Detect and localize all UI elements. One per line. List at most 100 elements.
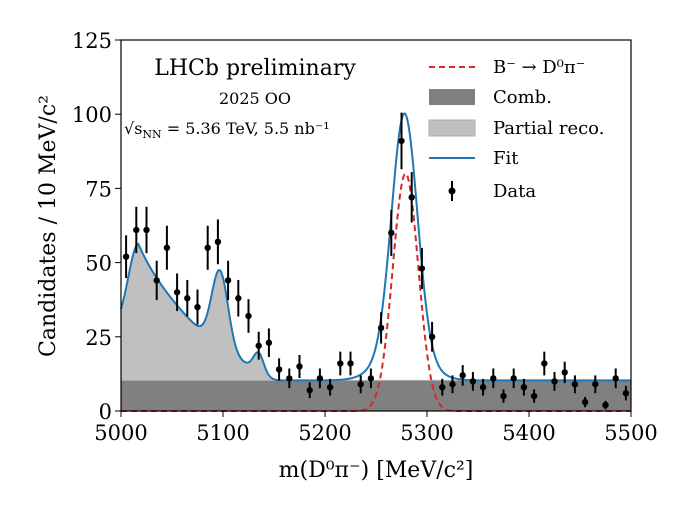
- energy-label: √sNN = 5.36 TeV, 5.5 nb⁻¹: [124, 119, 330, 141]
- data-point: [173, 273, 181, 312]
- y-tick-label: 100: [72, 103, 112, 127]
- data-point: [418, 247, 426, 290]
- energy-subscript: NN: [142, 128, 162, 141]
- data-marker: [510, 375, 517, 382]
- data-point: [326, 378, 334, 396]
- x-tick-label: 5500: [604, 421, 657, 445]
- data-point: [510, 368, 517, 389]
- data-marker: [561, 369, 568, 376]
- data-point: [184, 279, 191, 317]
- data-marker: [143, 226, 150, 234]
- data-point: [469, 371, 477, 391]
- data-marker: [306, 387, 313, 394]
- y-tick-label: 50: [85, 252, 112, 276]
- x-tick-label: 5100: [196, 421, 249, 445]
- data-marker: [418, 265, 426, 272]
- data-point: [286, 368, 293, 389]
- data-marker: [173, 289, 181, 296]
- legend-comb-swatch: [429, 89, 475, 105]
- data-marker: [367, 375, 375, 382]
- data-point: [571, 375, 579, 394]
- legend-fit-label: Fit: [493, 148, 519, 169]
- data-point: [428, 321, 436, 352]
- data-point: [306, 382, 313, 399]
- data-marker: [408, 194, 415, 201]
- data-marker: [122, 253, 130, 260]
- data-point: [204, 225, 211, 270]
- data-point: [541, 351, 548, 376]
- energy-sqrt-s: √s: [124, 119, 142, 138]
- data-point: [388, 209, 395, 256]
- x-tick-label: 5200: [298, 421, 351, 445]
- data-point: [377, 312, 385, 344]
- data-point: [163, 225, 171, 270]
- data-marker: [347, 360, 354, 367]
- data-marker: [520, 384, 528, 391]
- data-marker: [194, 303, 201, 311]
- x-tick-label: 5000: [94, 421, 147, 445]
- legend-partial-label: Partial reco.: [493, 118, 604, 139]
- data-point: [194, 289, 201, 325]
- fit-curve: [120, 112, 631, 382]
- data-point: [143, 206, 150, 254]
- x-axis-label: m(D⁰π⁻) [MeV/c²]: [279, 458, 474, 483]
- data-point: [622, 385, 630, 401]
- data-marker: [184, 295, 191, 302]
- data-point: [255, 331, 262, 360]
- data-marker: [153, 277, 160, 284]
- data-marker: [581, 398, 589, 406]
- partial-reco-area: [121, 243, 631, 381]
- y-tick-label: 125: [72, 29, 112, 53]
- data-marker: [388, 229, 395, 237]
- legend-data-marker: [448, 187, 456, 195]
- data-point: [357, 375, 364, 394]
- data-marker: [398, 137, 405, 145]
- data-point: [581, 396, 589, 408]
- data-marker: [133, 226, 140, 234]
- data-marker: [296, 363, 303, 370]
- data-point: [500, 389, 507, 403]
- y-tick-label: 0: [99, 400, 112, 424]
- data-marker: [449, 381, 456, 388]
- legend: B⁻ → D⁰π⁻ Comb. Partial reco. Fit Data: [428, 57, 604, 202]
- data-marker: [459, 372, 466, 379]
- legend-data-label: Data: [493, 181, 536, 202]
- data-marker: [337, 360, 344, 367]
- dataset-label: 2025 OO: [219, 89, 291, 108]
- experiment-label: LHCb preliminary: [154, 56, 356, 81]
- data-point: [612, 368, 619, 389]
- data-marker: [214, 238, 222, 246]
- data-marker: [571, 381, 579, 388]
- data-point: [602, 400, 609, 410]
- y-axis-label: Candidates / 10 MeV/c²: [36, 95, 61, 357]
- data-marker: [530, 392, 538, 400]
- data-point: [551, 371, 558, 391]
- plot-area: [120, 112, 631, 412]
- data-marker: [326, 384, 334, 391]
- legend-comb-label: Comb.: [493, 87, 552, 108]
- data-marker: [541, 360, 548, 367]
- data-point: [408, 172, 415, 223]
- data-point: [479, 378, 487, 396]
- data-marker: [490, 375, 497, 382]
- axes: 5000 5100 5200 5300 5400 5500 0 25 50 75 100 125: [72, 29, 658, 445]
- data-point: [530, 389, 538, 403]
- data-marker: [204, 244, 211, 251]
- data-point: [561, 361, 568, 384]
- data-point: [449, 375, 456, 394]
- data-point: [122, 235, 130, 279]
- data-point: [520, 378, 528, 396]
- data-point: [367, 368, 375, 389]
- data-marker: [235, 295, 242, 302]
- data-marker: [224, 277, 232, 284]
- data-marker: [265, 339, 273, 346]
- data-point: [592, 375, 599, 394]
- data-point: [347, 351, 354, 376]
- legend-signal-label: B⁻ → D⁰π⁻: [493, 57, 585, 78]
- data-marker: [275, 366, 283, 373]
- energy-value: = 5.36 TeV, 5.5 nb⁻¹: [162, 119, 330, 138]
- data-marker: [500, 392, 507, 400]
- legend-partial-swatch: [428, 119, 476, 137]
- data-marker: [592, 381, 599, 388]
- data-marker: [316, 375, 324, 382]
